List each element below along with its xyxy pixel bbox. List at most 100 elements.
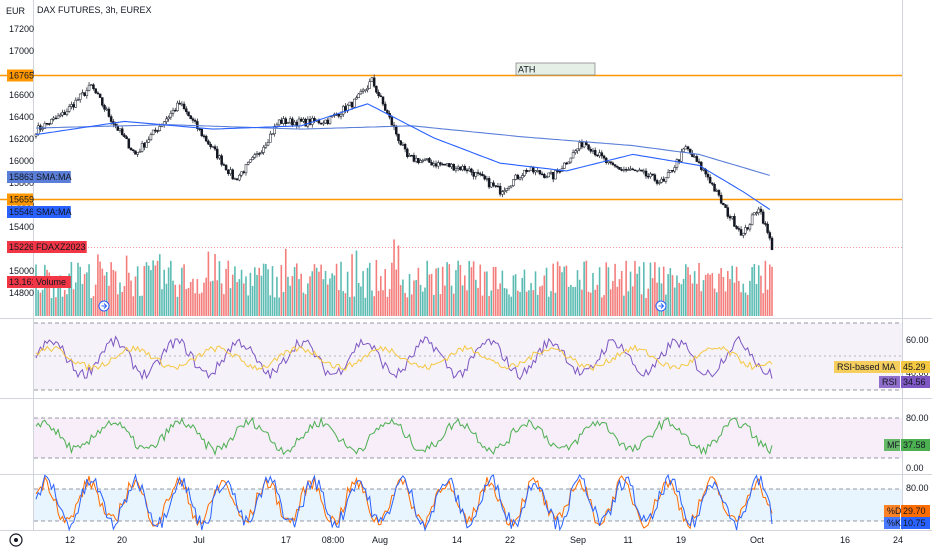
candle-body — [366, 88, 369, 91]
candle-body — [322, 122, 325, 125]
candle-body — [569, 157, 573, 163]
candle-body — [370, 77, 374, 83]
candle-body — [41, 128, 44, 130]
volume-bar — [61, 296, 64, 316]
volume-bar — [704, 274, 707, 316]
candle-body — [476, 172, 480, 174]
volume-bar — [552, 263, 554, 316]
volume-bar — [349, 297, 351, 316]
volume-bar — [200, 292, 203, 316]
volume-bar — [408, 273, 411, 316]
oscillator-tick-label: 60.00 — [906, 335, 929, 345]
volume-bar — [559, 266, 561, 316]
candle-body — [412, 155, 416, 162]
candle-body — [523, 169, 526, 176]
candle-body — [328, 116, 332, 124]
candle-body — [178, 102, 181, 105]
volume-bar — [368, 262, 371, 316]
volume-bar — [223, 294, 225, 316]
candle-body — [36, 125, 40, 135]
time-tick-label: 17 — [281, 535, 291, 545]
volume-bar — [636, 273, 638, 316]
rsi-line — [35, 335, 773, 381]
candle-body — [167, 116, 170, 120]
volume-bar — [333, 275, 336, 316]
volume-bar — [128, 272, 130, 316]
stoch-band — [34, 489, 902, 521]
candle-body — [251, 157, 254, 161]
candle-body — [196, 121, 199, 129]
oscillator-value-label: RSI 34.56 — [879, 376, 930, 388]
volume-bar — [479, 264, 482, 316]
volume-bar — [203, 282, 205, 316]
volume-bar — [172, 280, 174, 316]
candle-body — [227, 169, 230, 174]
candle-body — [445, 163, 449, 166]
svg-text:SMA:MA: SMA:MA — [36, 207, 72, 217]
volume-bar — [77, 262, 79, 316]
candle-body — [730, 216, 734, 219]
ath-annotation-box[interactable] — [515, 62, 596, 76]
volume-bar — [225, 268, 227, 316]
volume-bar — [141, 295, 143, 316]
candle-body — [116, 125, 120, 131]
volume-bar — [676, 275, 678, 316]
volume-bar — [254, 267, 256, 316]
rsi-band — [34, 323, 902, 390]
volume-bar — [625, 260, 627, 316]
time-axis[interactable]: 12 20 Jul 17 08:00 Aug 14 22 Sep 11 19 Oct 16 24 — [65, 535, 903, 545]
symbol-info[interactable]: DAX FUTURES, 3h, EUREX — [37, 5, 152, 15]
volume-bar — [486, 271, 488, 316]
volume-bar — [428, 274, 431, 316]
volume-bar — [364, 297, 367, 316]
candle-body — [147, 139, 150, 143]
price-tick-label: 15400 — [9, 222, 34, 232]
candle-body — [684, 146, 688, 150]
volume-bar — [517, 290, 519, 316]
candle-body — [764, 223, 767, 225]
candle-body — [761, 211, 765, 224]
candle-body — [565, 162, 568, 165]
candle-body — [618, 167, 621, 170]
volume-bar — [488, 296, 490, 316]
candle-body — [297, 118, 301, 127]
candle-body — [45, 123, 49, 125]
volume-bar — [702, 280, 705, 316]
volume-bar — [245, 276, 247, 316]
candle-body — [417, 158, 420, 164]
svg-text:15226: 15226 — [9, 242, 34, 252]
candle-body — [381, 96, 385, 105]
candle-body — [514, 174, 517, 180]
candle-body — [432, 163, 436, 166]
volume-bar — [678, 282, 680, 316]
candle-body — [611, 162, 615, 165]
candle-body — [520, 175, 524, 179]
volume-bar — [97, 254, 99, 316]
candle-body — [361, 89, 365, 92]
candle-body — [304, 118, 307, 127]
candle-body — [649, 173, 652, 177]
candle-body — [52, 117, 55, 120]
volume-bar — [90, 297, 93, 316]
candle-body — [653, 174, 657, 181]
volume-bar — [501, 270, 504, 316]
volume-bar — [490, 290, 493, 316]
candle-body — [191, 118, 195, 121]
gear-icon[interactable] — [9, 533, 23, 547]
candle-body — [602, 155, 606, 159]
volume-bar — [419, 284, 422, 316]
volume-bar — [63, 289, 66, 316]
candle-body — [454, 168, 458, 171]
volume-bar — [757, 265, 760, 316]
candle-body — [695, 156, 699, 162]
oscillator-value-label: RSI-based MA 45.29 — [834, 361, 930, 373]
event-marker-1[interactable] — [98, 300, 110, 312]
candle-body — [127, 138, 131, 149]
volume-bar — [214, 254, 216, 316]
volume-bar — [707, 273, 709, 316]
volume-bar — [574, 286, 577, 316]
candle-body — [448, 163, 451, 168]
candle-body — [59, 114, 62, 117]
event-marker-2[interactable] — [655, 300, 667, 312]
